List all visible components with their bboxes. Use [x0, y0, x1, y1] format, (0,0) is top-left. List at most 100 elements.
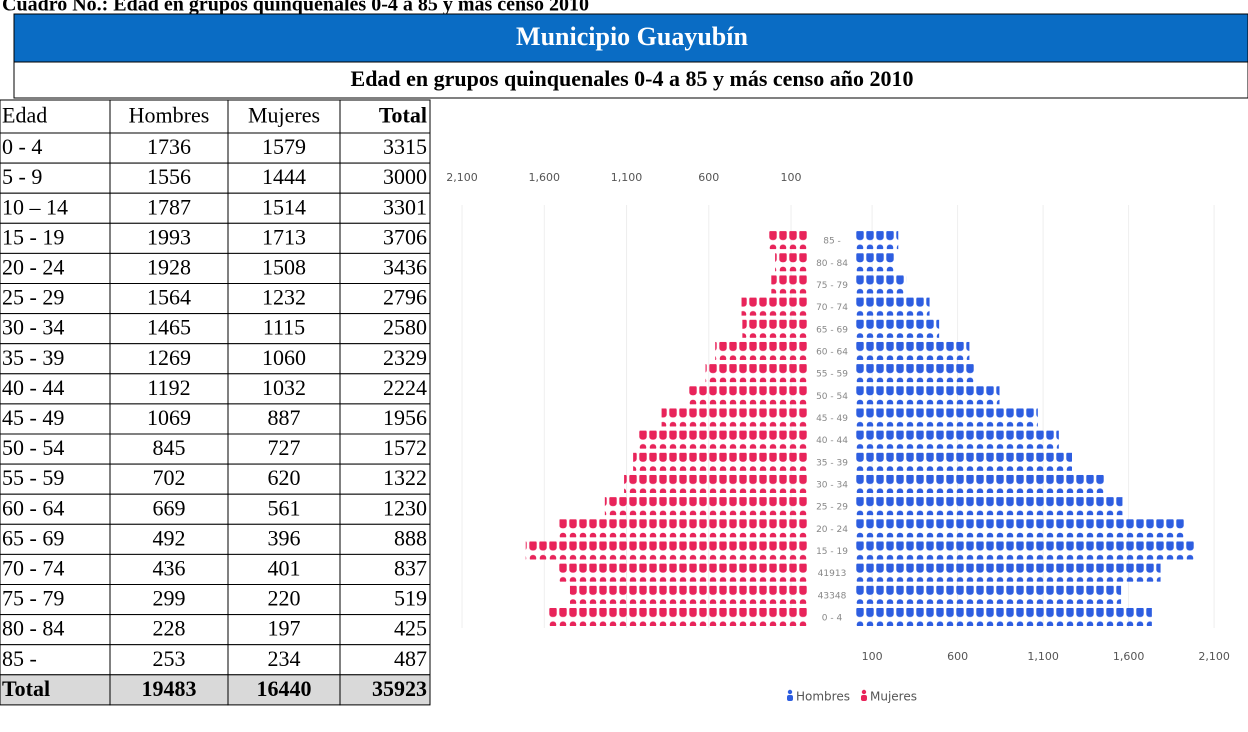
table-cell [227, 584, 341, 616]
table-cell-text: 1115 [263, 315, 305, 340]
bar-mujeres [637, 430, 808, 449]
table-cell-text: 253 [153, 646, 186, 671]
total-cell: Total [2, 676, 50, 701]
legend-icon [787, 689, 793, 695]
category-label: 55 - 59 [816, 370, 848, 380]
column-header: Total [379, 103, 427, 128]
bar-mujeres [547, 608, 808, 626]
table-cell [109, 343, 229, 375]
bar-hombres [855, 319, 940, 338]
table-cell [0, 373, 111, 405]
table-cell-text: 1993 [147, 224, 191, 249]
bar-hombres [855, 430, 1059, 449]
table-cell-text: 10 – 14 [2, 194, 68, 219]
table-cell [227, 523, 341, 555]
bar-mujeres [558, 563, 808, 582]
table-cell-text: 1579 [262, 134, 306, 159]
bar-mujeres [742, 319, 808, 338]
table-cell-text: 1564 [147, 285, 191, 310]
column-header: Mujeres [248, 103, 320, 128]
table-cell [339, 162, 431, 194]
legend-icon [861, 689, 867, 695]
table-cell-text: 1444 [262, 164, 306, 189]
table-cell-text: 75 - 79 [2, 586, 64, 611]
bar-hombres [855, 297, 930, 316]
table-cell [0, 674, 111, 706]
table-cell-text: 80 - 84 [2, 616, 64, 641]
table-cell-text: 65 - 69 [2, 525, 64, 550]
category-label: 43348 [818, 591, 847, 601]
table-cell [227, 343, 341, 375]
table-cell [0, 644, 111, 676]
total-cell: 35923 [372, 676, 427, 701]
x-tick-label: 2,100 [1198, 650, 1230, 663]
category-label: 80 - 84 [816, 259, 848, 269]
table-cell-text: 50 - 54 [2, 435, 64, 460]
bar-hombres [855, 585, 1122, 604]
table-cell [227, 222, 341, 254]
table-cell-text: 845 [153, 435, 186, 460]
table-cell-text: 727 [268, 435, 301, 460]
table-cell [109, 403, 229, 435]
bar-mujeres [705, 364, 808, 383]
bar-hombres [855, 541, 1196, 560]
table-cell [339, 584, 431, 616]
table-cell-text: 60 - 64 [2, 495, 64, 520]
bar-hombres [855, 231, 899, 250]
table-cell-text: 425 [394, 616, 427, 641]
table-cell-text: 35 - 39 [2, 345, 64, 370]
bar-mujeres [775, 253, 808, 272]
table-cell [339, 192, 431, 224]
table-cell [0, 493, 111, 525]
table-cell-text: 1060 [262, 345, 306, 370]
table-cell-text: 669 [153, 495, 186, 520]
table-cell-text: 1956 [383, 405, 427, 430]
table-cell-text: 2329 [383, 345, 427, 370]
table-cell-text: 1322 [383, 465, 427, 490]
column-header: Hombres [129, 103, 210, 128]
table-cell [0, 403, 111, 435]
table-cell-text: 85 - [2, 646, 37, 671]
bar-hombres [855, 608, 1152, 626]
bar-mujeres [624, 474, 808, 493]
table-cell-text: 3706 [383, 224, 427, 249]
category-label: 25 - 29 [816, 503, 848, 513]
category-label: 41913 [818, 569, 847, 579]
table-cell-text: 45 - 49 [2, 405, 64, 430]
table-cell [339, 433, 431, 465]
table-cell-text: 197 [268, 616, 301, 641]
bar-mujeres [715, 341, 808, 360]
subtitle-row [13, 61, 1248, 99]
table-cell-text: 1736 [147, 134, 191, 159]
table-cell [227, 162, 341, 194]
bar-mujeres [741, 297, 808, 316]
table-cell-text: 0 - 4 [2, 134, 42, 159]
table-cell [227, 553, 341, 586]
category-label: 20 - 24 [816, 525, 848, 535]
table-cell [339, 463, 431, 495]
table-cell-text: 1556 [147, 164, 191, 189]
table-cell-text: 40 - 44 [2, 375, 64, 400]
table-cell [227, 644, 341, 676]
x-tick-label: 100 [862, 650, 883, 663]
table-cell [339, 132, 431, 164]
header-band [13, 13, 1248, 63]
table-cell-text: 2796 [383, 285, 427, 310]
bar-hombres [855, 253, 894, 272]
bar-mujeres [604, 497, 808, 516]
table-cell-text: 2224 [383, 375, 427, 400]
table-cell-text: 1069 [147, 405, 191, 430]
table-cell-text: 837 [394, 555, 427, 580]
table-cell [339, 674, 431, 706]
bar-mujeres [525, 541, 808, 560]
category-label: 35 - 39 [816, 458, 848, 468]
table-cell-text: 1572 [383, 435, 427, 460]
table-cell-text: 15 - 19 [2, 224, 64, 249]
table-cell-text: 1230 [383, 495, 427, 520]
table-cell-text: 25 - 29 [2, 285, 64, 310]
table-cell [227, 192, 341, 224]
table-cell-text: 1928 [147, 254, 191, 279]
table-cell [339, 523, 431, 555]
table-cell-text: 5 - 9 [2, 164, 42, 189]
